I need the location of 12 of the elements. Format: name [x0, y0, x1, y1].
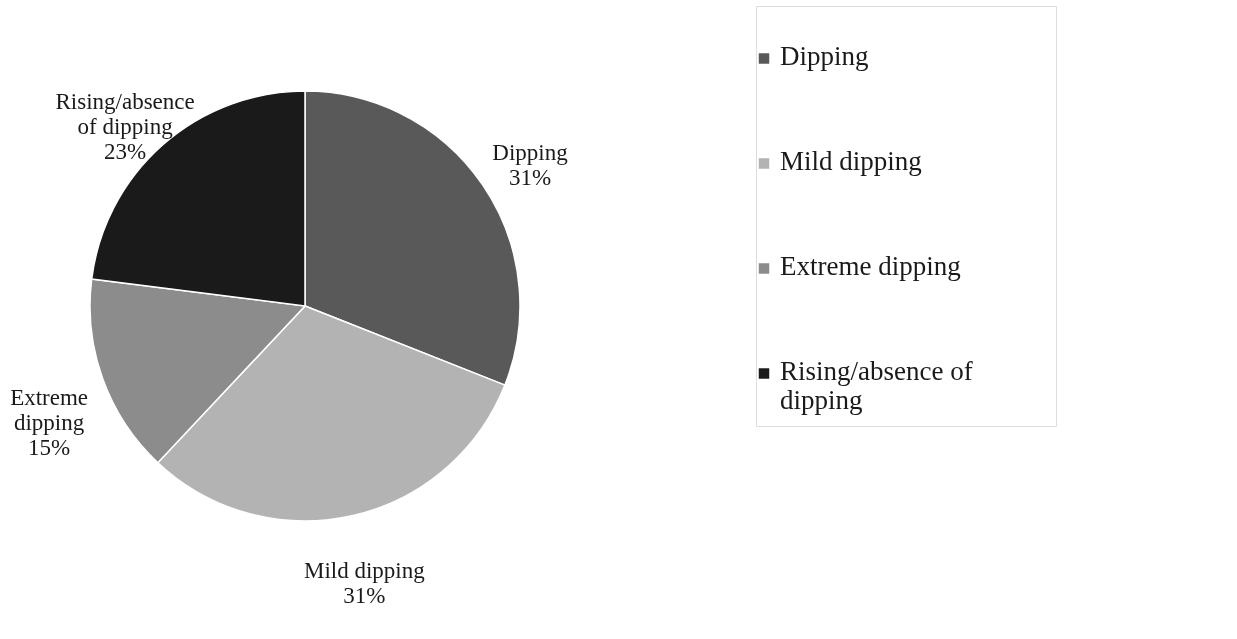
- slice-label: Rising/absence of dipping: [55, 88, 195, 139]
- slice-label: Dipping: [492, 140, 569, 166]
- data-label: 31%: [343, 583, 386, 609]
- data-label: 15%: [27, 435, 71, 461]
- legend-label: Extreme dipping: [780, 250, 961, 281]
- legend-label: Rising/absence of dipping: [780, 355, 973, 415]
- legend-label: Mild dipping: [780, 145, 922, 176]
- legend-label: Dipping: [780, 40, 869, 71]
- slice-label: Mild dipping: [303, 558, 426, 584]
- slice-label: Extreme dipping: [10, 385, 89, 436]
- data-label: 31%: [508, 165, 552, 191]
- data-label: 23%: [104, 138, 147, 164]
